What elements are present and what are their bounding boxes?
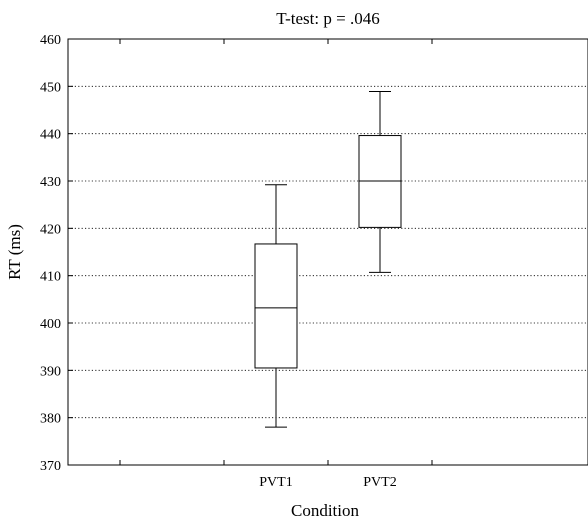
y-axis: 370 380 390 400 410 420 430 440 450 460 [40,33,73,474]
y-tick-label: 410 [40,270,61,285]
x-category-label: PVT1 [259,475,292,490]
box-pvt2 [358,91,402,273]
boxes [254,91,402,428]
y-tick-label: 400 [40,317,61,332]
y-tick-label: 390 [40,364,61,379]
y-tick-label: 440 [40,128,61,143]
y-tick-label: 430 [40,175,61,190]
y-tick-label: 460 [40,33,61,48]
y-tick-label: 450 [40,80,61,95]
y-axis-label: RT (ms) [5,224,24,280]
y-tick-label: 370 [40,459,61,474]
y-tick-label: 420 [40,222,61,237]
box-pvt1 [254,184,298,428]
iqr-box [254,243,298,369]
x-category-label: PVT2 [363,475,396,490]
chart-title: T-test: p = .046 [276,9,379,28]
plot-frame [67,38,588,466]
y-tick-label: 380 [40,412,61,427]
x-axis: PVT1 PVT2 [119,39,433,490]
grid-lines [68,85,588,419]
x-axis-label: Condition [291,501,360,520]
